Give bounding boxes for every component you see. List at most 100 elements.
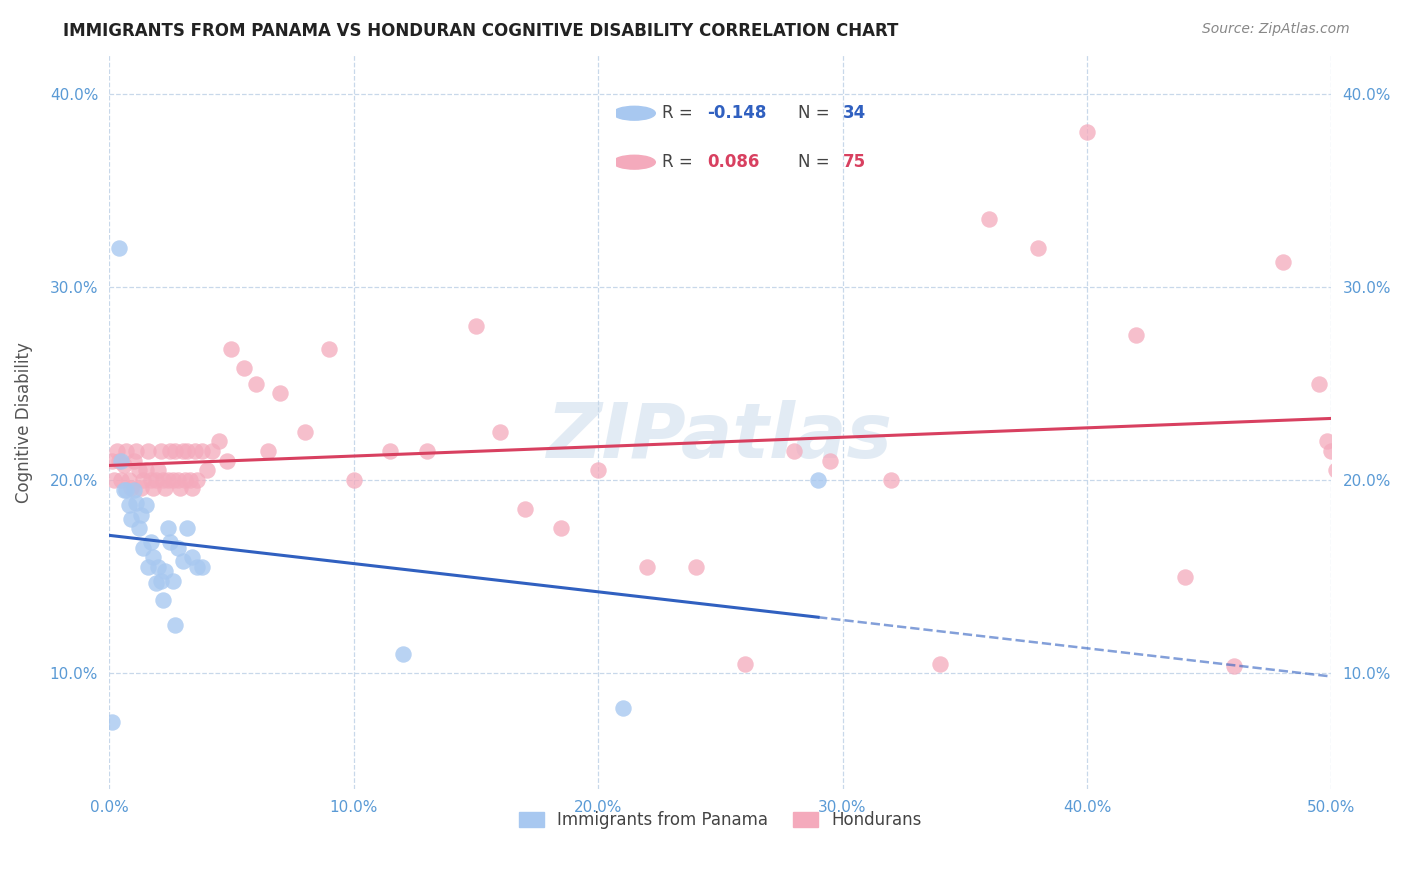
Point	[128, 521, 150, 535]
Point	[139, 473, 162, 487]
Point	[145, 473, 167, 487]
Point	[128, 463, 150, 477]
Point	[195, 463, 218, 477]
Point	[100, 714, 122, 729]
Point	[162, 473, 184, 487]
Point	[110, 454, 132, 468]
Point	[118, 498, 141, 512]
Point	[184, 444, 207, 458]
Point	[125, 444, 148, 458]
Point	[132, 473, 155, 487]
Point	[146, 560, 169, 574]
Point	[1076, 125, 1098, 139]
Point	[612, 701, 634, 715]
Point	[186, 473, 208, 487]
Text: IMMIGRANTS FROM PANAMA VS HONDURAN COGNITIVE DISABILITY CORRELATION CHART: IMMIGRANTS FROM PANAMA VS HONDURAN COGNI…	[63, 22, 898, 40]
Point	[208, 434, 231, 449]
Point	[1174, 570, 1197, 584]
Point	[186, 560, 208, 574]
Point	[108, 454, 131, 468]
Legend: Immigrants from Panama, Hondurans: Immigrants from Panama, Hondurans	[512, 805, 928, 836]
Point	[232, 361, 254, 376]
Point	[191, 444, 214, 458]
Point	[146, 463, 169, 477]
Point	[166, 541, 188, 555]
Point	[464, 318, 486, 333]
Point	[489, 425, 512, 439]
Point	[155, 481, 177, 495]
Point	[979, 212, 1001, 227]
Point	[122, 483, 145, 497]
Point	[380, 444, 402, 458]
Y-axis label: Cognitive Disability: Cognitive Disability	[15, 342, 32, 502]
Point	[112, 458, 135, 472]
Point	[149, 444, 172, 458]
Point	[129, 508, 152, 522]
Point	[159, 535, 181, 549]
Point	[176, 521, 198, 535]
Point	[181, 550, 204, 565]
Point	[685, 560, 707, 574]
Point	[179, 473, 201, 487]
Point	[139, 535, 162, 549]
Point	[165, 444, 187, 458]
Point	[636, 560, 658, 574]
Point	[108, 241, 131, 255]
Point	[201, 444, 224, 458]
Text: ZIPatlas: ZIPatlas	[547, 400, 893, 474]
Point	[100, 454, 122, 468]
Point	[135, 498, 157, 512]
Point	[105, 444, 128, 458]
Point	[152, 593, 174, 607]
Point	[1222, 658, 1244, 673]
Point	[152, 473, 174, 487]
Point	[929, 657, 952, 671]
Point	[191, 560, 214, 574]
Point	[145, 575, 167, 590]
Point	[820, 454, 842, 468]
Point	[112, 483, 135, 497]
Text: Source: ZipAtlas.com: Source: ZipAtlas.com	[1202, 22, 1350, 37]
Point	[1271, 255, 1294, 269]
Point	[734, 657, 756, 671]
Point	[1308, 376, 1330, 391]
Point	[103, 473, 125, 487]
Point	[115, 483, 138, 497]
Point	[1125, 328, 1147, 343]
Point	[125, 496, 148, 510]
Point	[122, 454, 145, 468]
Point	[1324, 463, 1347, 477]
Point	[174, 473, 197, 487]
Point	[586, 463, 609, 477]
Point	[513, 502, 536, 516]
Point	[132, 541, 155, 555]
Point	[1333, 338, 1355, 352]
Point	[155, 564, 177, 578]
Point	[221, 342, 243, 356]
Point	[169, 481, 191, 495]
Point	[135, 463, 157, 477]
Point	[172, 554, 194, 568]
Point	[162, 574, 184, 588]
Point	[172, 444, 194, 458]
Point	[129, 481, 152, 495]
Point	[166, 473, 188, 487]
Point	[138, 444, 160, 458]
Point	[391, 647, 413, 661]
Point	[245, 376, 267, 391]
Point	[416, 444, 439, 458]
Point	[156, 521, 179, 535]
Point	[181, 481, 204, 495]
Point	[138, 560, 160, 574]
Point	[318, 342, 340, 356]
Point	[257, 444, 280, 458]
Point	[880, 473, 903, 487]
Point	[110, 473, 132, 487]
Point	[343, 473, 366, 487]
Point	[215, 454, 238, 468]
Point	[294, 425, 316, 439]
Point	[142, 550, 165, 565]
Point	[149, 574, 172, 588]
Point	[156, 473, 179, 487]
Point	[159, 444, 181, 458]
